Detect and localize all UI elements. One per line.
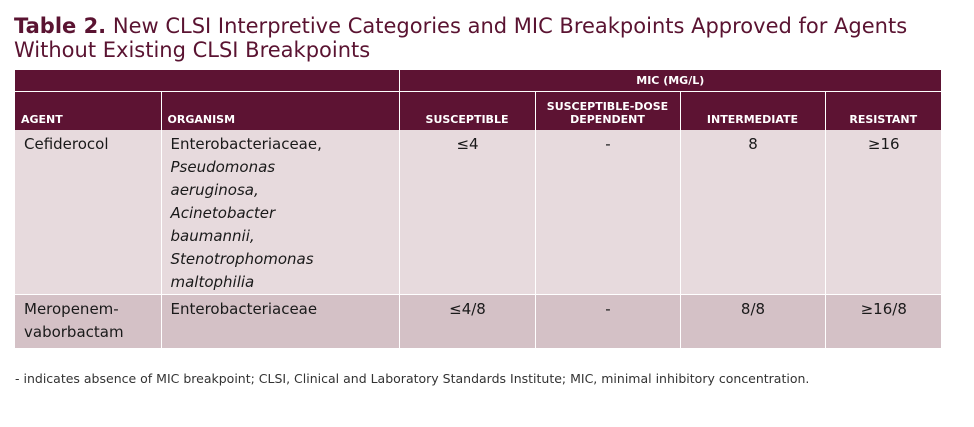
organism-line: Stenotrophomonas <box>170 250 314 268</box>
table-caption: New CLSI Interpretive Categories and MIC… <box>14 14 908 62</box>
agent-line: Cefiderocol <box>24 135 109 153</box>
cell-intermediate: 8 <box>680 130 826 295</box>
organism-line: Acinetobacter <box>170 204 276 222</box>
cell-susceptible: ≤4 <box>399 130 536 295</box>
group-header-row: MIC (MG/L) <box>15 70 941 92</box>
cell-agent: Meropenem-vaborbactam <box>15 294 162 348</box>
mic-breakpoints-table: MIC (MG/L) AGENT ORGANISM SUSCEPTIBLE SU… <box>15 70 941 348</box>
agent-line: vaborbactam <box>24 323 124 341</box>
table-number: Table 2. <box>14 14 107 38</box>
organism-line: Pseudomonas <box>170 158 276 176</box>
cell-sdd: - <box>535 130 681 295</box>
cell-intermediate: 8/8 <box>680 294 826 348</box>
cell-susceptible: ≤4/8 <box>399 294 536 348</box>
col-header-intermediate: INTERMEDIATE <box>680 91 826 130</box>
cell-organism: Enterobacteriaceae, Pseudomonas aeruginosa… <box>161 130 400 295</box>
cell-organism: Enterobacteriaceae <box>161 294 400 348</box>
cell-resistant: ≥16/8 <box>825 294 941 348</box>
table-row: Meropenem-vaborbactam Enterobacteriaceae ≤… <box>15 294 941 348</box>
organism-line: Enterobacteriaceae, <box>170 135 322 153</box>
column-header-row: AGENT ORGANISM SUSCEPTIBLE SUSCEPTIBLE-D… <box>15 91 941 130</box>
mic-group-header: MIC (MG/L) <box>399 70 941 92</box>
organism-line: aeruginosa, <box>170 181 259 199</box>
cell-sdd: - <box>535 294 681 348</box>
col-header-resistant: RESISTANT <box>825 91 941 130</box>
organism-line: baumannii, <box>170 227 255 245</box>
organism-line: Enterobacteriaceae <box>170 300 318 318</box>
organism-line: maltophilia <box>170 273 255 291</box>
cell-agent: Cefiderocol <box>15 130 162 295</box>
cell-resistant: ≥16 <box>825 130 941 295</box>
col-header-organism: ORGANISM <box>161 91 400 130</box>
col-header-susceptible: SUSCEPTIBLE <box>399 91 536 130</box>
col-header-sdd: SUSCEPTIBLE-DOSE DEPENDENT <box>535 91 681 130</box>
group-header-spacer <box>15 70 400 92</box>
table-footnote: - indicates absence of MIC breakpoint; C… <box>15 371 810 386</box>
agent-line: Meropenem- <box>24 300 119 318</box>
table-title: Table 2. New CLSI Interpretive Categorie… <box>14 14 954 62</box>
col-header-agent: AGENT <box>15 91 162 130</box>
table-row: Cefiderocol Enterobacteriaceae, Pseudomona… <box>15 130 941 295</box>
